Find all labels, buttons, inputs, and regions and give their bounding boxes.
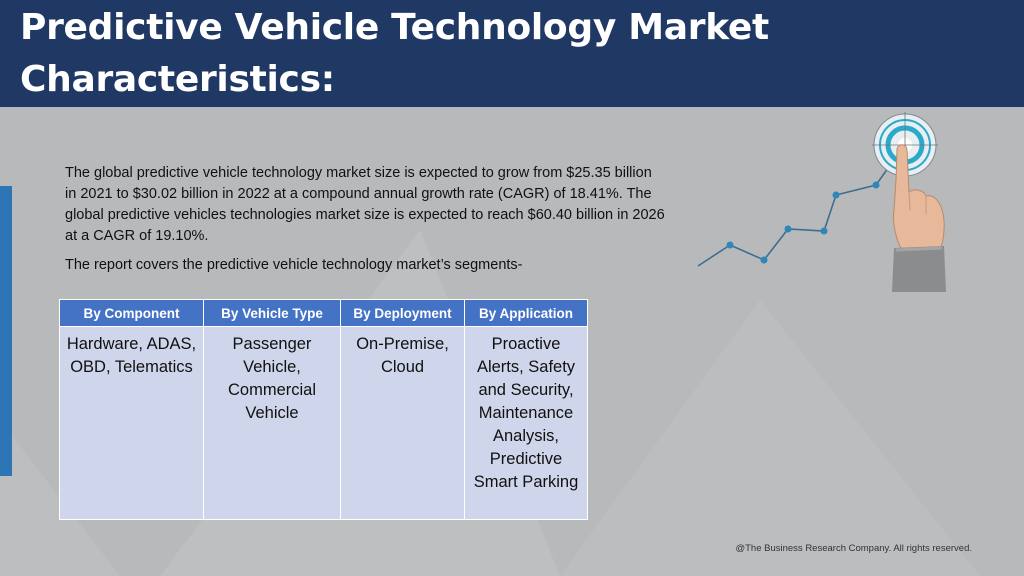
cell-component: Hardware, ADAS, OBD, Telematics — [59, 326, 204, 520]
cell-deployment: On-Premise, Cloud — [340, 326, 465, 520]
header-by-application: By Application — [464, 299, 588, 327]
table-header-row: By Component By Vehicle Type By Deployme… — [59, 299, 588, 327]
market-size-paragraph: The global predictive vehicle technology… — [65, 165, 665, 244]
cell-application: Proactive Alerts, Safety and Security, M… — [464, 326, 588, 520]
segments-table: By Component By Vehicle Type By Deployme… — [59, 299, 588, 520]
table-row: Hardware, ADAS, OBD, Telematics Passenge… — [59, 326, 588, 520]
accent-bar — [0, 186, 12, 476]
title-banner: Predictive Vehicle Technology Market Cha… — [0, 0, 1024, 107]
body-text: The global predictive vehicle technology… — [65, 163, 665, 284]
segments-intro-paragraph: The report covers the predictive vehicle… — [65, 257, 523, 273]
header-by-deployment: By Deployment — [340, 299, 465, 327]
cell-vehicle-type: Passenger Vehicle, Commercial Vehicle — [203, 326, 341, 520]
header-by-component: By Component — [59, 299, 204, 327]
hand-touching-target-graph-icon — [697, 112, 946, 292]
copyright-footer: @The Business Research Company. All righ… — [735, 543, 972, 554]
header-by-vehicle-type: By Vehicle Type — [203, 299, 341, 327]
page-title: Predictive Vehicle Technology Market Cha… — [20, 7, 769, 100]
